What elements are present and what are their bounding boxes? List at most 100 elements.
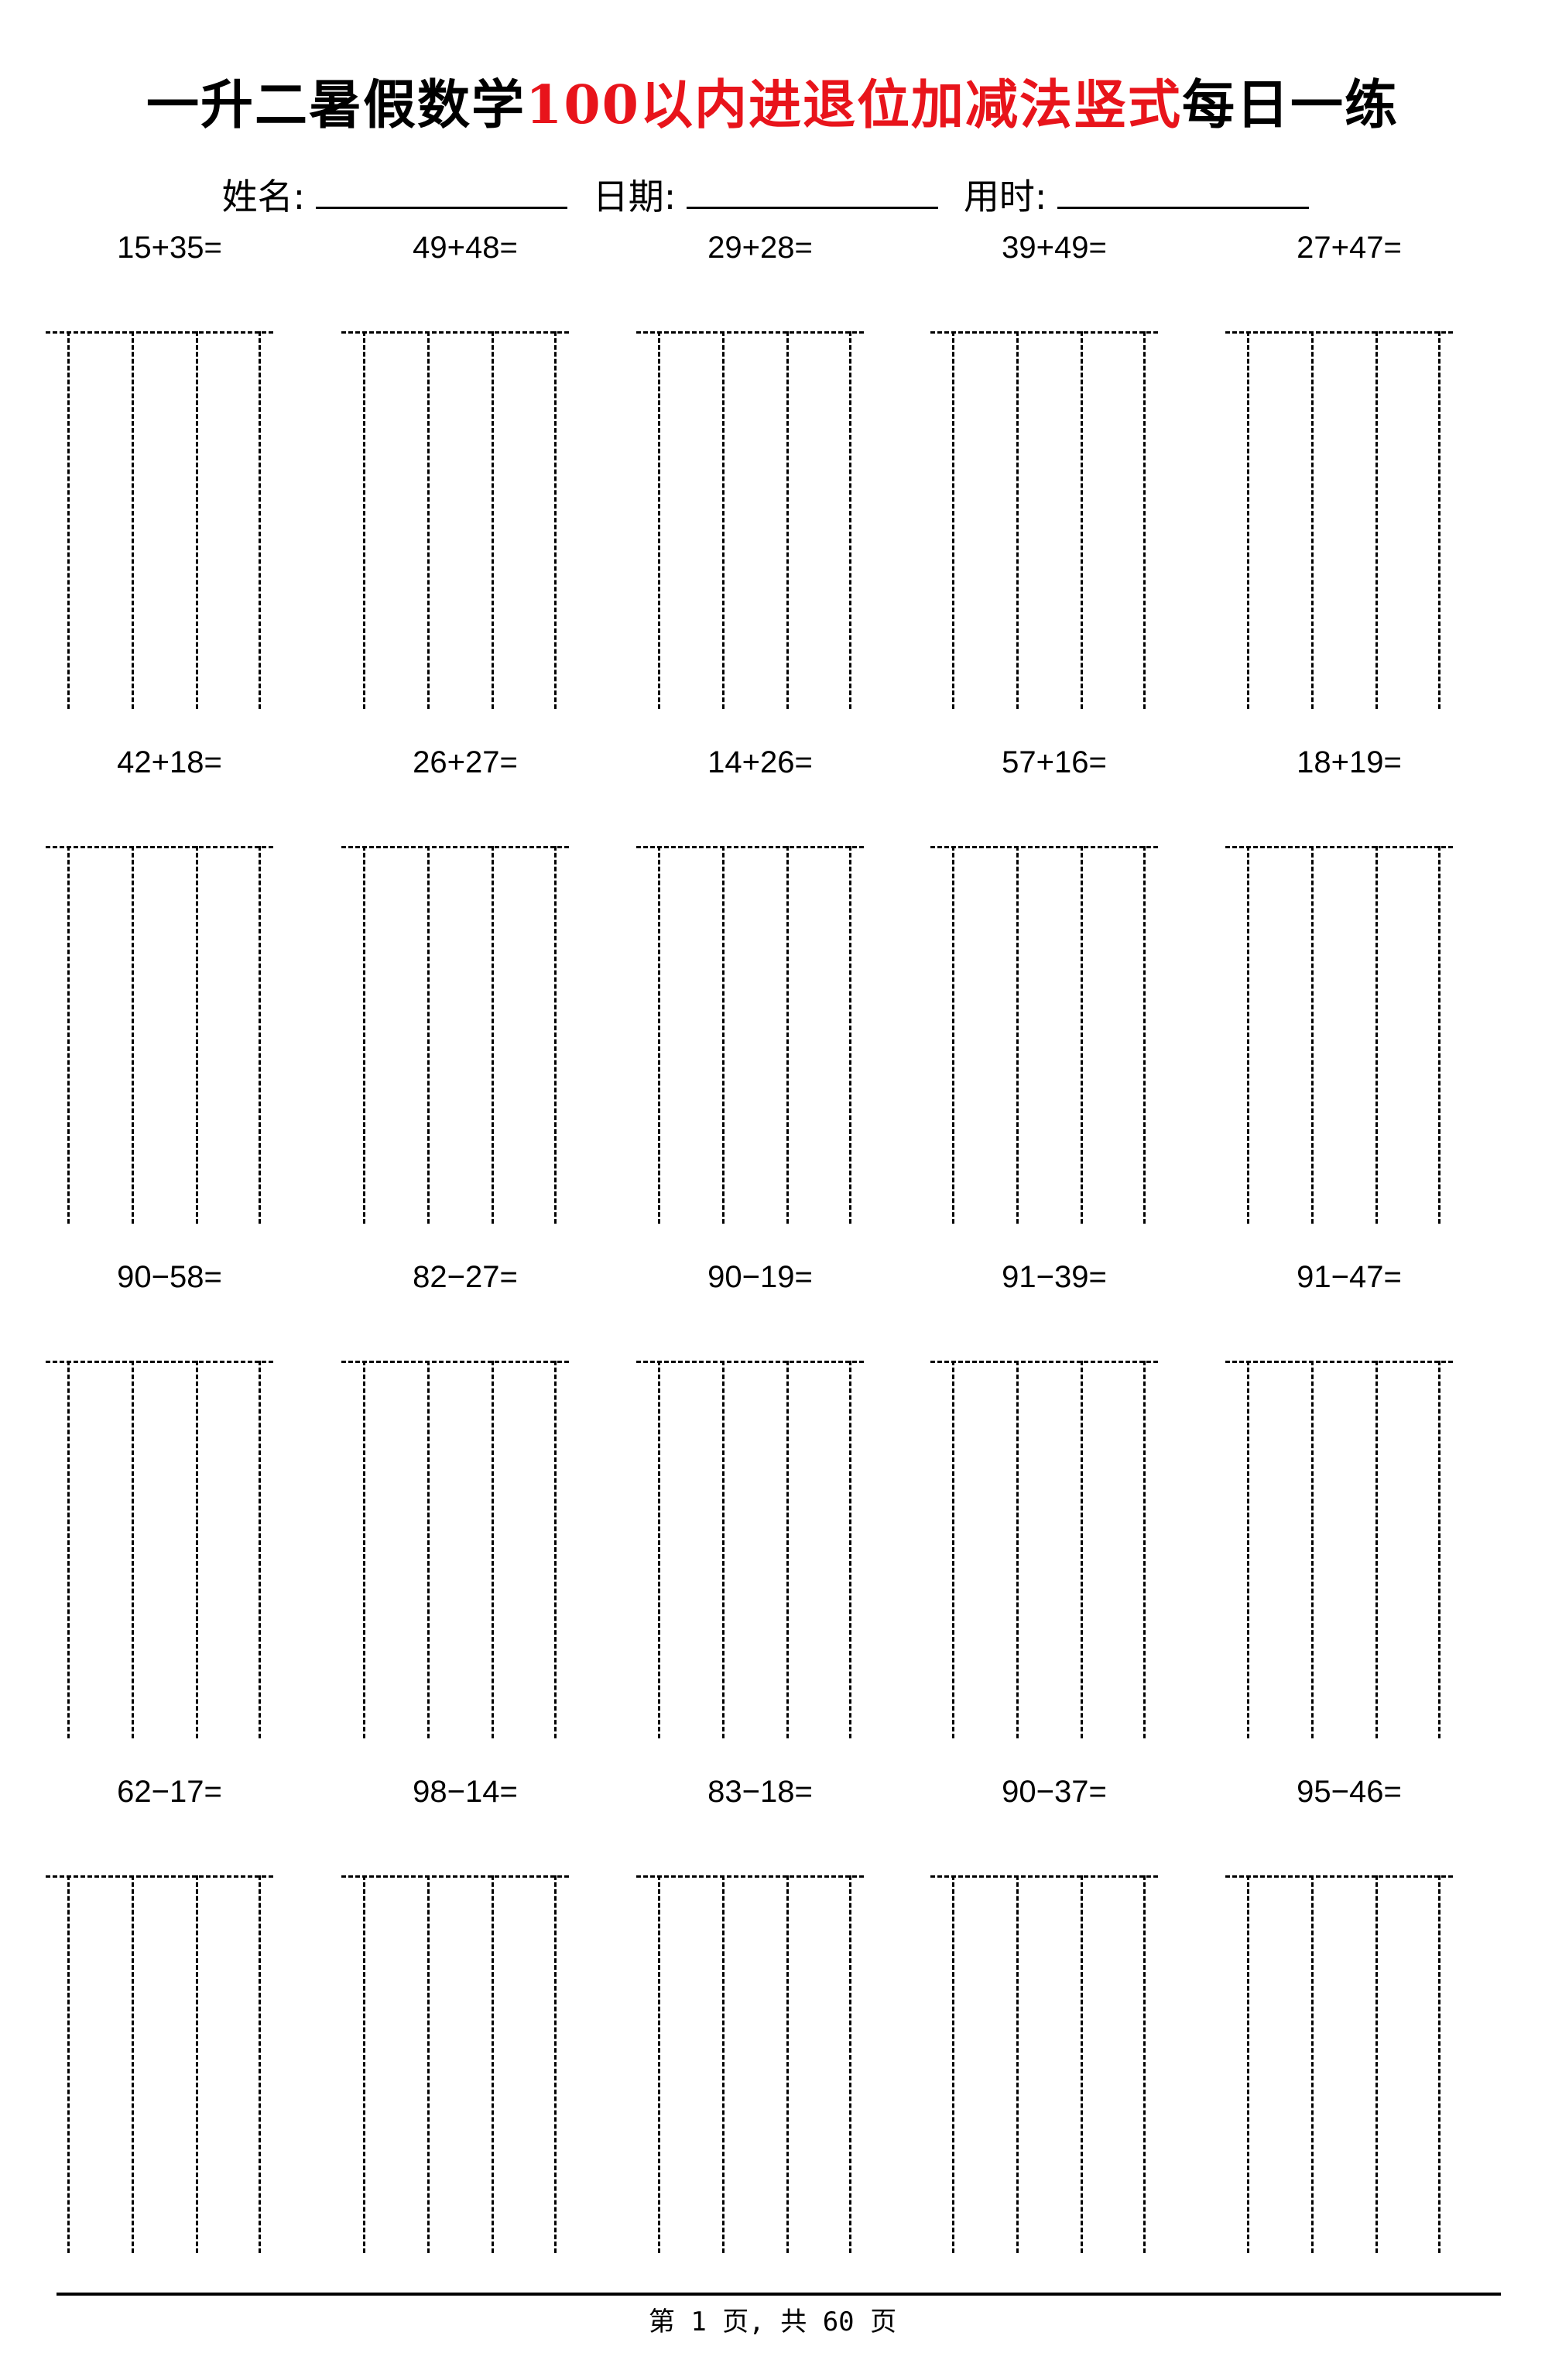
grid-column-line: [492, 1875, 494, 2253]
grid-top-line: [636, 331, 864, 334]
problem-label: 18+19=: [1297, 745, 1402, 779]
grid-column-line: [1247, 1875, 1249, 2253]
problem-label: 90−19=: [707, 1260, 813, 1294]
grid-column-line: [658, 1361, 660, 1738]
grid-column-line: [952, 1875, 954, 2253]
vertical-calc-grid: [341, 1361, 574, 1740]
grid-column-line: [658, 846, 660, 1224]
grid-column-line: [952, 846, 954, 1224]
problem-label: 15+35=: [117, 231, 222, 265]
grid-column-line: [786, 846, 789, 1224]
grid-top-line: [1225, 1875, 1453, 1878]
grid-column-line: [259, 1875, 261, 2253]
date-field[interactable]: [687, 176, 939, 209]
grid-top-line: [930, 846, 1158, 848]
name-label: 姓名:: [221, 176, 306, 217]
problem-label: 91−47=: [1297, 1260, 1402, 1294]
footer-divider: [57, 2293, 1501, 2296]
grid-top-line: [341, 1361, 569, 1363]
grid-column-line: [259, 331, 261, 709]
grid-column-line: [1438, 846, 1441, 1224]
vertical-calc-grid: [1225, 1361, 1458, 1740]
name-field[interactable]: [316, 176, 568, 209]
grid-column-line: [1438, 1361, 1441, 1738]
grid-column-line: [849, 331, 851, 709]
vertical-calc-grid: [930, 1875, 1163, 2255]
grid-top-line: [46, 846, 273, 848]
problem-label: 62−17=: [117, 1775, 222, 1809]
grid-top-line: [341, 331, 569, 334]
time-label: 用时:: [963, 176, 1047, 217]
problem-label: 57+16=: [1002, 745, 1107, 779]
problem-label: 98−14=: [413, 1775, 518, 1809]
grid-column-line: [67, 1875, 70, 2253]
grid-column-line: [67, 331, 70, 709]
grid-column-line: [67, 1361, 70, 1738]
grid-column-line: [849, 1361, 851, 1738]
grid-column-line: [786, 1875, 789, 2253]
date-label: 日期:: [592, 176, 677, 217]
grid-column-line: [1016, 1875, 1019, 2253]
vertical-calc-grid: [1225, 331, 1458, 711]
grid-column-line: [1016, 1361, 1019, 1738]
grid-column-line: [554, 331, 557, 709]
grid-column-line: [849, 1875, 851, 2253]
grid-column-line: [1081, 1361, 1083, 1738]
problem-label: 91−39=: [1002, 1260, 1107, 1294]
vertical-calc-grid: [341, 331, 574, 711]
vertical-calc-grid: [341, 1875, 574, 2255]
vertical-calc-grid: [46, 1875, 278, 2255]
vertical-calc-grid: [46, 331, 278, 711]
grid-column-line: [722, 846, 725, 1224]
grid-top-line: [636, 1361, 864, 1363]
grid-column-line: [427, 1875, 430, 2253]
grid-column-line: [196, 1361, 198, 1738]
grid-column-line: [132, 331, 134, 709]
grid-column-line: [67, 846, 70, 1224]
problem-label: 14+26=: [707, 745, 813, 779]
grid-top-line: [1225, 331, 1453, 334]
grid-column-line: [427, 846, 430, 1224]
grid-top-line: [930, 1875, 1158, 1878]
grid-column-line: [132, 1875, 134, 2253]
grid-column-line: [1081, 846, 1083, 1224]
grid-top-line: [636, 1875, 864, 1878]
grid-column-line: [722, 1361, 725, 1738]
grid-column-line: [259, 846, 261, 1224]
page-number: 第 1 页, 共 60 页: [648, 2306, 897, 2337]
grid-column-line: [722, 1875, 725, 2253]
grid-top-line: [46, 331, 273, 334]
grid-column-line: [363, 1875, 365, 2253]
grid-top-line: [341, 846, 569, 848]
problem-label: 95−46=: [1297, 1775, 1402, 1809]
grid-column-line: [1143, 1361, 1146, 1738]
grid-column-line: [1081, 1875, 1083, 2253]
vertical-calc-grid: [1225, 1875, 1458, 2255]
worksheet-title: 一升二暑假数学100以内进退位加减法竖式每日一练: [0, 62, 1545, 139]
grid-column-line: [427, 1361, 430, 1738]
problem-label: 90−58=: [117, 1260, 222, 1294]
grid-column-line: [259, 1361, 261, 1738]
grid-column-line: [1311, 331, 1314, 709]
grid-column-line: [554, 1361, 557, 1738]
grid-column-line: [363, 846, 365, 1224]
problem-label: 39+49=: [1002, 231, 1107, 265]
problem-label: 29+28=: [707, 231, 813, 265]
grid-column-line: [196, 331, 198, 709]
time-field[interactable]: [1057, 176, 1310, 209]
vertical-calc-grid: [930, 846, 1163, 1225]
grid-top-line: [46, 1361, 273, 1363]
grid-column-line: [363, 331, 365, 709]
grid-column-line: [952, 331, 954, 709]
grid-top-line: [46, 1875, 273, 1878]
grid-column-line: [492, 1361, 494, 1738]
grid-column-line: [1311, 1875, 1314, 2253]
problem-label: 82−27=: [413, 1260, 518, 1294]
grid-column-line: [196, 1875, 198, 2253]
grid-column-line: [786, 1361, 789, 1738]
vertical-calc-grid: [636, 1875, 868, 2255]
title-suffix: 每日一练: [1181, 74, 1399, 136]
grid-top-line: [636, 846, 864, 848]
grid-column-line: [1375, 1361, 1378, 1738]
problem-label: 90−37=: [1002, 1775, 1107, 1809]
